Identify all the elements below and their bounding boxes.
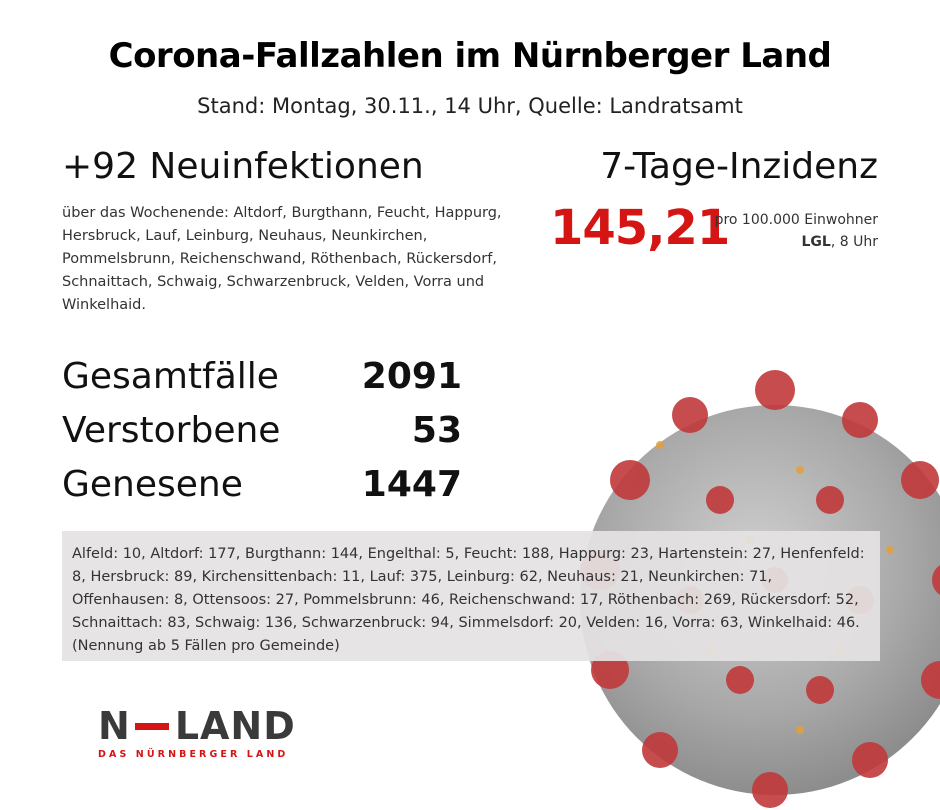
- incidence-note: pro 100.000 Einwohner LGL, 8 Uhr: [715, 209, 878, 253]
- incidence-source: LGL, 8 Uhr: [715, 231, 878, 253]
- incidence-source-bold: LGL: [801, 234, 831, 250]
- incidence-value: 145,21: [550, 200, 730, 256]
- logo-right: LAND: [174, 704, 296, 748]
- stat-label: Gesamtfälle: [62, 356, 279, 397]
- page-title: Corona-Fallzahlen im Nürnberger Land: [108, 36, 832, 76]
- municipality-note: (Nennung ab 5 Fällen pro Gemeinde): [72, 638, 340, 654]
- stats-table: Gesamtfälle 2091 Verstorbene 53 Genesene…: [62, 356, 462, 518]
- stat-value: 1447: [361, 464, 462, 505]
- stat-value: 2091: [361, 356, 462, 397]
- new-infections-headline: +92 Neuinfektionen: [62, 146, 424, 187]
- new-infections-text: über das Wochenende: Altdorf, Burgthann,…: [62, 205, 502, 313]
- incidence-source-rest: , 8 Uhr: [830, 234, 878, 250]
- logo-left: N: [98, 704, 131, 748]
- page-subtitle: Stand: Montag, 30.11., 14 Uhr, Quelle: L…: [197, 94, 743, 118]
- stat-value: 53: [411, 410, 462, 451]
- n-land-logo: N LAND DAS NÜRNBERGER LAND: [98, 706, 296, 760]
- stat-label: Verstorbene: [62, 410, 281, 451]
- incidence-headline: 7-Tage-Inzidenz: [600, 146, 878, 187]
- stat-row-recovered: Genesene 1447: [62, 464, 462, 518]
- municipality-box: Alfeld: 10, Altdorf: 177, Burgthann: 144…: [62, 531, 880, 661]
- stat-row-deceased: Verstorbene 53: [62, 410, 462, 464]
- stat-row-total: Gesamtfälle 2091: [62, 356, 462, 410]
- logo-dash: [134, 722, 169, 730]
- municipality-list: Alfeld: 10, Altdorf: 177, Burgthann: 144…: [72, 546, 865, 631]
- incidence-per: pro 100.000 Einwohner: [714, 212, 878, 228]
- logo-tagline: DAS NÜRNBERGER LAND: [98, 749, 289, 760]
- stat-label: Genesene: [62, 464, 243, 505]
